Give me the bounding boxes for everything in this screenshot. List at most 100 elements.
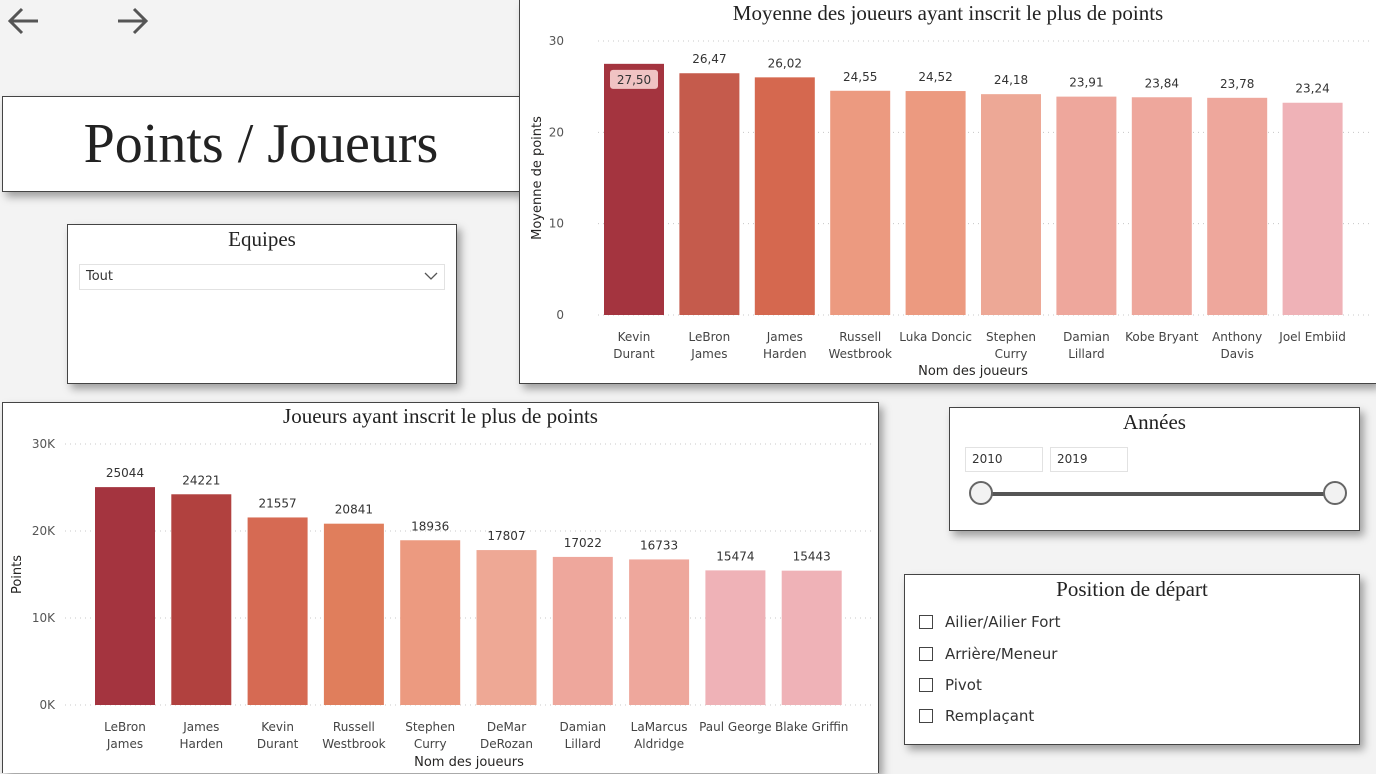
x-tick-label: LeBron <box>104 720 146 734</box>
x-tick-label: Curry <box>414 737 447 751</box>
x-tick-label: Blake Griffin <box>775 720 848 734</box>
x-tick-label: Kevin <box>618 330 651 344</box>
annees-title: Années <box>1123 410 1186 434</box>
bar <box>323 523 384 705</box>
option-arriere[interactable]: Arrière/Meneur <box>919 642 1057 666</box>
data-label: 24,55 <box>843 70 877 84</box>
data-label: 25044 <box>106 466 144 480</box>
bar <box>754 77 815 315</box>
y-tick-label: 20K <box>32 524 56 538</box>
bar <box>705 570 766 705</box>
page-title: Points / Joueurs <box>83 113 439 175</box>
x-tick-label: Luka Doncic <box>899 330 972 344</box>
back-button[interactable] <box>4 2 44 40</box>
x-tick-label: Aldridge <box>634 737 684 751</box>
position-title: Position de départ <box>1056 577 1208 601</box>
x-tick-label: Lillard <box>565 737 601 751</box>
year-start-input[interactable]: 2010 <box>965 447 1043 472</box>
bar <box>1056 96 1117 315</box>
option-remplacant[interactable]: Remplaçant <box>919 704 1034 728</box>
data-label: 24,52 <box>918 70 952 84</box>
equipes-title: Equipes <box>228 227 296 251</box>
x-tick-label: LaMarcus <box>631 720 688 734</box>
y-tick-label: 0 <box>556 308 564 322</box>
data-label: 27,50 <box>617 73 651 87</box>
x-tick-label: Anthony <box>1212 330 1262 344</box>
option-label: Ailier/Ailier Fort <box>945 613 1061 631</box>
bar <box>171 494 232 705</box>
chart2-title: Joueurs ayant inscrit le plus de points <box>283 404 598 428</box>
data-label: 23,24 <box>1295 82 1329 96</box>
data-label: 20841 <box>335 503 373 517</box>
data-label: 21557 <box>259 496 297 510</box>
option-ailier[interactable]: Ailier/Ailier Fort <box>919 610 1060 634</box>
checkbox[interactable] <box>919 647 933 661</box>
x-tick-label: Stephen <box>405 720 455 734</box>
option-label: Arrière/Meneur <box>945 645 1058 663</box>
bar <box>981 94 1041 315</box>
chart1-title: Moyenne des joueurs ayant inscrit le plu… <box>732 1 1164 25</box>
year-slider-track[interactable] <box>981 492 1336 496</box>
data-label-highlight <box>610 69 658 89</box>
x-tick-label: LeBron <box>689 330 731 344</box>
annees-slicer: Années 2010 2019 <box>949 407 1360 531</box>
x-tick-label: Paul George <box>699 720 772 734</box>
x-tick-label: James <box>766 330 803 344</box>
bar <box>95 487 155 705</box>
x-tick-label: Westbrook <box>322 737 385 751</box>
total-points-chart: 0K 10K 20K 30K Points Nom des joueurs 25044 LeB… <box>10 437 873 770</box>
x-tick-label: Durant <box>257 737 299 751</box>
page-title-card: Points / Joueurs <box>2 96 520 192</box>
x-tick-label: Westbrook <box>828 347 891 361</box>
x-tick-label: James <box>690 347 727 361</box>
bar <box>905 91 966 316</box>
arrow-right-icon <box>118 7 149 35</box>
bar <box>679 73 740 316</box>
checkbox[interactable] <box>919 709 933 723</box>
option-pivot[interactable]: Pivot <box>919 673 982 697</box>
x-tick-label: James <box>182 720 219 734</box>
forward-button[interactable] <box>112 2 152 40</box>
y-tick-label: 30K <box>32 437 56 451</box>
bar <box>1282 102 1343 315</box>
data-label: 16733 <box>640 538 678 552</box>
year-slider-end-handle[interactable] <box>1323 481 1347 505</box>
x-tick-label: Stephen <box>986 330 1036 344</box>
bar <box>604 63 664 316</box>
option-label: Remplaçant <box>945 707 1035 725</box>
x-tick-label: Russell <box>333 720 375 734</box>
bar <box>781 570 842 705</box>
y-tick-label: 10K <box>32 611 56 625</box>
x-tick-label: Kobe Bryant <box>1125 330 1199 344</box>
data-label: 17022 <box>564 536 602 550</box>
x-tick-label: Durant <box>613 347 655 361</box>
x-tick-label: Damian <box>560 720 607 734</box>
data-label: 15474 <box>716 549 754 563</box>
data-label: 26,47 <box>692 52 726 66</box>
y-tick-label: 0K <box>39 698 56 712</box>
x-tick-label: Curry <box>995 347 1028 361</box>
y-axis-label: Points <box>10 555 25 594</box>
y-tick-label: 30 <box>549 34 564 48</box>
data-label: 24,18 <box>994 73 1028 87</box>
x-tick-label: DeMar <box>487 720 526 734</box>
checkbox[interactable] <box>919 615 933 629</box>
x-axis-label: Nom des joueurs <box>414 755 524 770</box>
data-label: 18936 <box>411 519 449 533</box>
data-label: 24221 <box>182 473 220 487</box>
year-slider-start-handle[interactable] <box>969 481 993 505</box>
average-points-chart-card: Moyenne des joueurs ayant inscrit le plu… <box>519 0 1376 384</box>
bar <box>629 559 690 705</box>
data-label: 26,02 <box>768 56 802 70</box>
total-points-chart-card: Joueurs ayant inscrit le plus de points … <box>2 402 879 773</box>
data-label: 17807 <box>487 529 525 543</box>
bar <box>247 517 308 705</box>
bar <box>830 90 891 315</box>
checkbox[interactable] <box>919 678 933 692</box>
x-tick-label: Harden <box>179 737 223 751</box>
x-tick-label: Kevin <box>261 720 294 734</box>
x-axis-label: Nom des joueurs <box>918 364 1028 379</box>
year-end-input[interactable]: 2019 <box>1050 447 1128 472</box>
equipes-dropdown[interactable]: Tout <box>79 264 445 290</box>
x-tick-label: Davis <box>1221 347 1254 361</box>
